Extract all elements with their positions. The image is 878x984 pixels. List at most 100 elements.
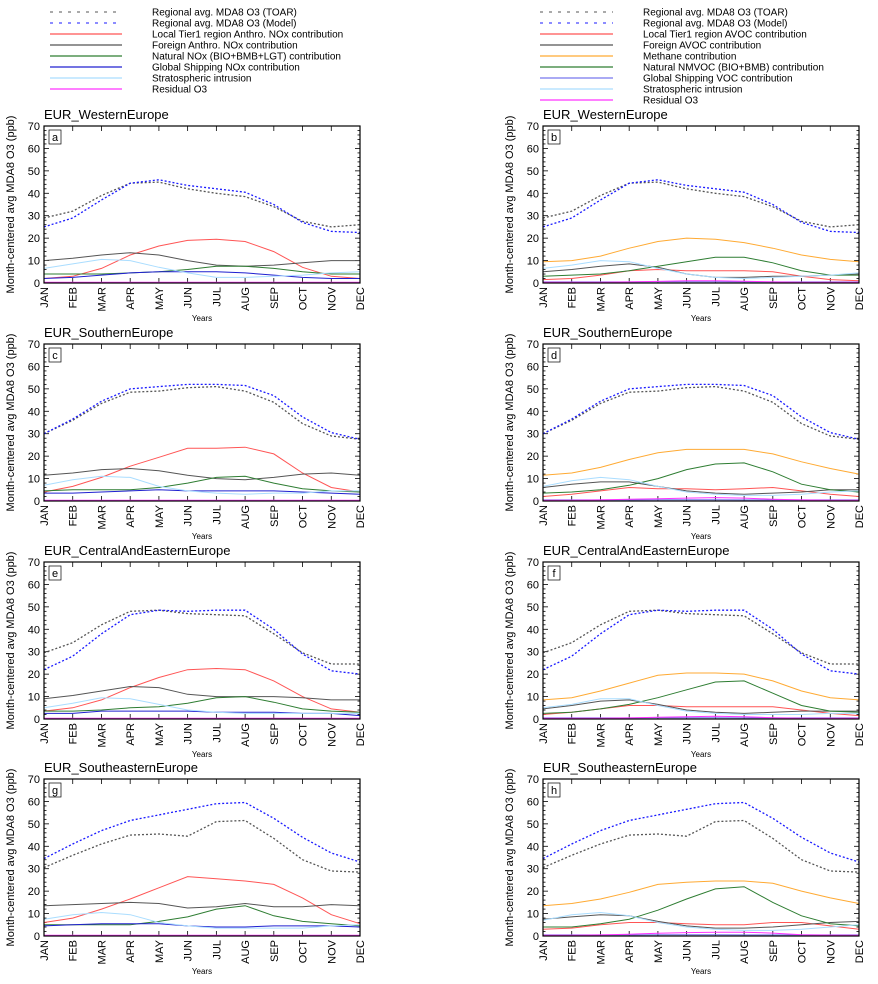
x-tick-label: OCT xyxy=(298,723,310,747)
series-line xyxy=(44,489,361,495)
legend-label: Regional avg. MDA8 O3 (TOAR) xyxy=(643,8,788,19)
y-tick-label: 70 xyxy=(527,339,539,351)
y-tick-label: 60 xyxy=(28,579,40,591)
x-tick-label: JUN xyxy=(183,940,195,961)
legend-label: Stratospheric intrusion xyxy=(643,85,743,96)
x-tick-label: MAY xyxy=(653,504,665,528)
plot-frame xyxy=(542,561,860,720)
x-tick-label: AUG xyxy=(240,287,252,311)
plot-frame xyxy=(542,778,860,937)
x-tick-label: SEP xyxy=(269,505,281,527)
y-tick-label: 60 xyxy=(527,796,539,808)
x-tick-label: DEC xyxy=(355,940,367,963)
series-line xyxy=(543,497,859,501)
series-line xyxy=(43,876,361,925)
x-tick-label: APR xyxy=(624,723,636,746)
y-tick-label: 10 xyxy=(527,909,539,921)
plot-frame xyxy=(43,561,361,720)
x-tick-label: NOV xyxy=(825,504,837,529)
panel-letter: h xyxy=(551,785,557,797)
y-tick-label: 0 xyxy=(533,714,539,726)
x-tick-label: NOV xyxy=(825,939,837,964)
series-line xyxy=(43,179,361,234)
y-tick-label: 40 xyxy=(28,841,40,853)
panel-letter-box xyxy=(48,782,62,798)
panel-title: EUR_SoutheasternEurope xyxy=(543,760,697,775)
x-tick-label: SEP xyxy=(269,287,281,309)
y-tick-label: 40 xyxy=(28,188,40,200)
x-tick-label: DEC xyxy=(355,287,367,310)
y-tick-label: 60 xyxy=(28,361,40,373)
x-tick-label: OCT xyxy=(797,287,809,311)
x-tick-label: JUL xyxy=(710,723,722,743)
x-tick-label: NOV xyxy=(326,504,338,529)
series-line xyxy=(43,697,360,714)
series-line xyxy=(542,260,860,280)
series-line xyxy=(43,475,360,495)
series-line xyxy=(43,475,361,493)
x-tick-label: DEC xyxy=(854,505,866,528)
y-tick-label: 60 xyxy=(527,143,539,155)
y-tick-label: 50 xyxy=(527,384,539,396)
y-tick-label: 70 xyxy=(527,121,539,133)
series-line xyxy=(542,914,860,929)
panel-letter: f xyxy=(552,568,556,580)
panel-letter-box xyxy=(547,565,561,581)
panel-g: EUR_SoutheasternEurope 0 10 20 30 40 50 60 70 JAN… xyxy=(5,760,367,976)
y-axis-label: Month-centered avg MDA8 O3 (ppb) xyxy=(504,334,516,512)
series-line xyxy=(542,880,860,907)
series-line xyxy=(43,385,361,440)
series-line xyxy=(43,911,361,929)
x-tick-label: MAR xyxy=(595,287,607,312)
y-axis-label: Month-centered avg MDA8 O3 (ppb) xyxy=(5,552,17,730)
y-tick-label: 20 xyxy=(527,669,539,681)
y-axis-label: Month-centered avg MDA8 O3 (ppb) xyxy=(504,769,516,947)
panel-letter-box xyxy=(48,347,62,363)
y-tick-label: 40 xyxy=(527,841,539,853)
legend-label: Residual O3 xyxy=(152,85,207,96)
x-tick-label: FEB xyxy=(567,505,579,526)
x-tick-label: APR xyxy=(624,505,636,528)
series-line xyxy=(542,179,860,234)
series-line xyxy=(43,801,361,863)
legend-label: Local Tier1 region Anthro. NOx contribut… xyxy=(152,30,343,41)
legend-label: Foreign AVOC contribution xyxy=(643,41,761,52)
y-tick-label: 30 xyxy=(28,647,40,659)
x-tick-label: SEP xyxy=(768,940,780,962)
y-tick-label: 70 xyxy=(527,557,539,569)
series-line xyxy=(43,446,361,493)
x-tick-label: AUG xyxy=(739,940,751,964)
series-line xyxy=(543,931,860,936)
plot-frame xyxy=(43,125,361,284)
series-line xyxy=(44,265,360,275)
y-tick-label: 50 xyxy=(527,602,539,614)
series-line xyxy=(43,181,361,228)
x-tick-label: FEB xyxy=(68,287,80,308)
x-tick-label: SEP xyxy=(269,723,281,745)
x-tick-label: APR xyxy=(125,287,137,310)
legend-label: Foreign Anthro. NOx contribution xyxy=(152,41,298,52)
x-tick-label: APR xyxy=(624,287,636,310)
x-tick-label: JUL xyxy=(710,940,722,960)
legend-label: Methane contribution xyxy=(643,52,736,63)
y-tick-label: 20 xyxy=(527,451,539,463)
x-tick-label: AUG xyxy=(739,287,751,311)
x-axis-label: Years xyxy=(691,532,711,541)
legend: Regional avg. MDA8 O3 (TOAR)Regional avg… xyxy=(540,8,824,107)
x-tick-label: JUN xyxy=(682,723,694,744)
x-tick-label: DEC xyxy=(854,940,866,963)
x-tick-label: MAY xyxy=(154,504,166,528)
panel-title: EUR_WesternEurope xyxy=(44,107,169,122)
legend-label: Regional avg. MDA8 O3 (TOAR) xyxy=(152,8,297,19)
x-tick-label: MAR xyxy=(595,940,607,965)
y-tick-label: 20 xyxy=(527,233,539,245)
y-tick-label: 10 xyxy=(28,474,40,486)
y-tick-label: 0 xyxy=(34,714,40,726)
x-tick-label: DEC xyxy=(854,723,866,746)
panel-letter: d xyxy=(551,350,557,362)
y-tick-label: 50 xyxy=(28,819,40,831)
y-tick-label: 40 xyxy=(28,406,40,418)
x-tick-label: MAR xyxy=(96,723,108,748)
legend-label: Regional avg. MDA8 O3 (Model) xyxy=(152,19,297,30)
series-line xyxy=(43,685,360,701)
